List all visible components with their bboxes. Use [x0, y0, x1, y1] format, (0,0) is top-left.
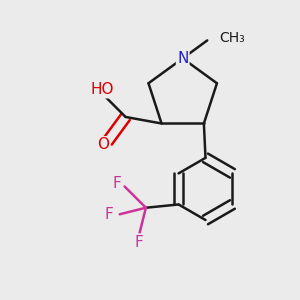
Text: CH₃: CH₃: [220, 31, 245, 45]
Text: F: F: [112, 176, 121, 191]
Text: F: F: [135, 235, 144, 250]
Text: HO: HO: [91, 82, 114, 97]
Text: F: F: [104, 207, 113, 222]
Text: N: N: [177, 51, 188, 66]
Text: O: O: [97, 137, 109, 152]
